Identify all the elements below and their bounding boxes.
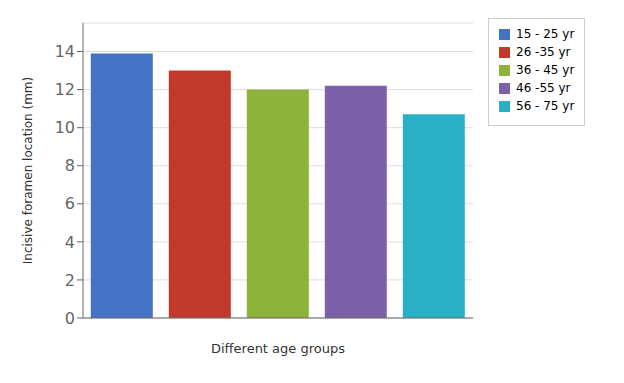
html-text:15 - 25 yr: 15 - 25 yr bbox=[516, 27, 575, 41]
svg-text:Incisive foramen location (mm): Incisive foramen location (mm) bbox=[21, 77, 35, 264]
svg-text:6: 6 bbox=[65, 194, 75, 213]
html-text:36 - 45 yr: 36 - 45 yr bbox=[516, 63, 575, 77]
svg-text:10: 10 bbox=[55, 118, 75, 137]
html-text:46 -55 yr: 46 -55 yr bbox=[516, 81, 571, 95]
svg-text:8: 8 bbox=[65, 156, 75, 175]
svg-text:4: 4 bbox=[65, 233, 75, 252]
svg-text:12: 12 bbox=[55, 80, 75, 99]
svg-text:Different age groups: Different age groups bbox=[211, 341, 345, 356]
html-text:26 -35 yr: 26 -35 yr bbox=[516, 45, 571, 59]
svg-text:14: 14 bbox=[55, 42, 75, 61]
svg-text:0: 0 bbox=[65, 309, 75, 328]
svg-text:2: 2 bbox=[65, 271, 75, 290]
html-text:56 - 75 yr: 56 - 75 yr bbox=[516, 99, 575, 113]
